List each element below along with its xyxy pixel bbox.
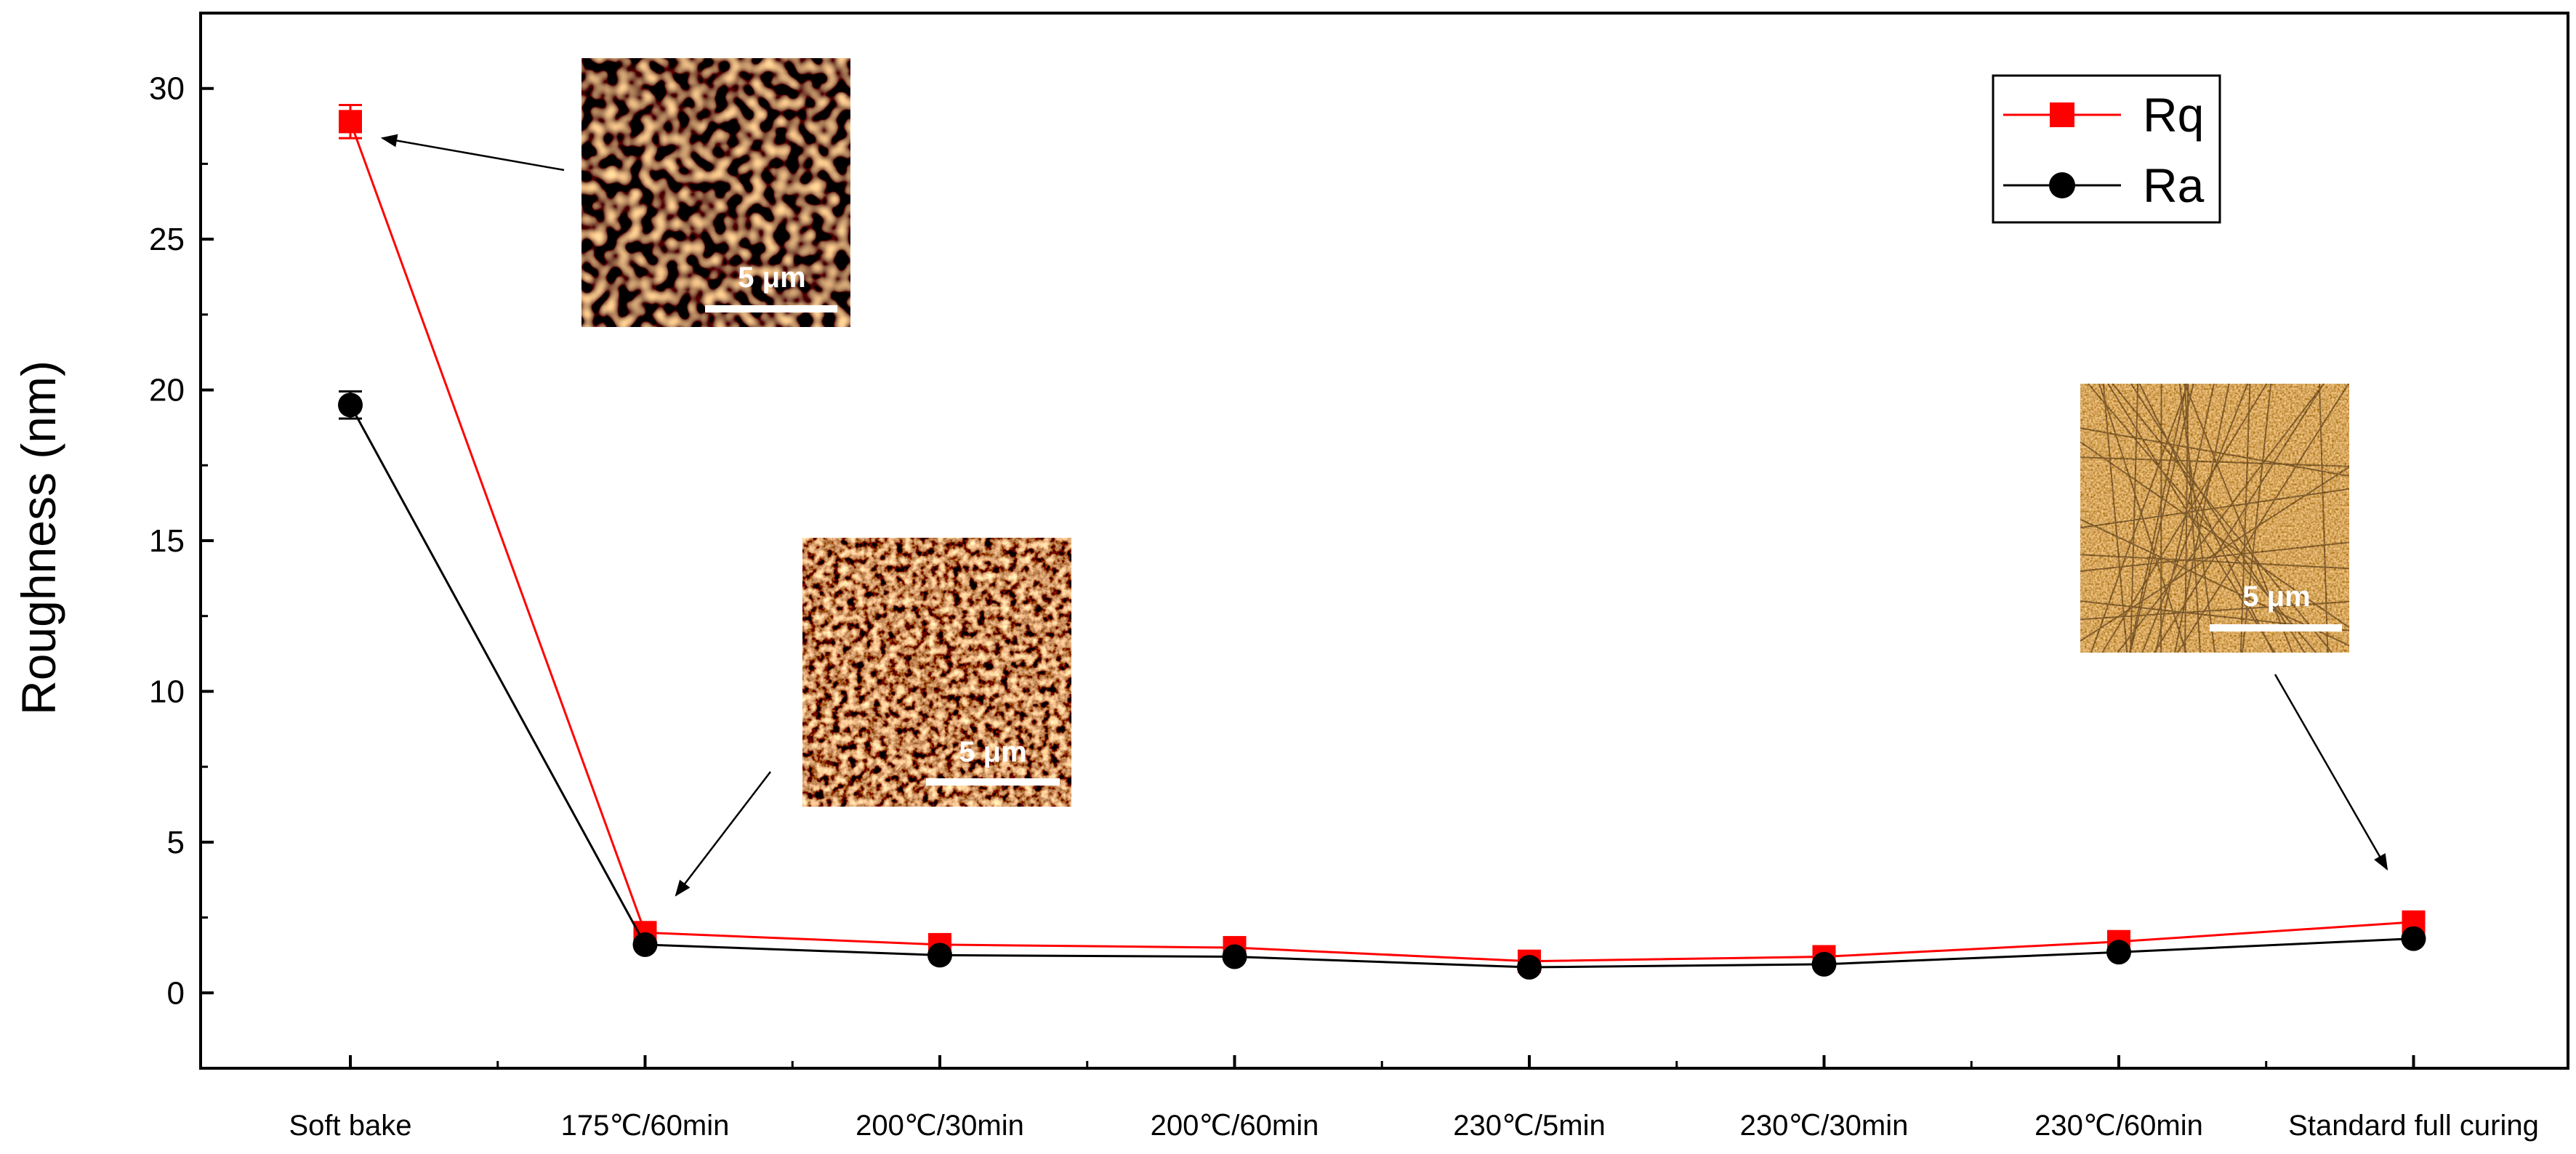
y-tick-label: 10 [149, 674, 185, 709]
afm-texture-line [2112, 383, 2333, 653]
afm-texture-line [2141, 383, 2249, 653]
y-tick-label: 25 [149, 222, 185, 257]
afm-texture-line [2090, 383, 2189, 653]
afm-texture-line [2080, 600, 2350, 621]
y-tick-label: 0 [167, 975, 185, 1011]
y-axis-title: Roughness (nm) [12, 360, 65, 715]
series-layer [338, 104, 2426, 980]
scale-bar-label: 5 μm [738, 262, 805, 294]
inset-afm-175-60: 5 μm [802, 538, 1071, 807]
x-tick-label: Standard full curing [2288, 1110, 2539, 1142]
inset-afm-soft-bake: 5 μm [581, 58, 850, 327]
afm-texture-line [2080, 554, 2350, 570]
data-point-ra [927, 943, 952, 968]
afm-texture-line [2174, 383, 2230, 653]
data-point-ra [632, 932, 658, 957]
afm-texture-line [2117, 383, 2325, 653]
inset-afm-standard-full-curing: 5 μm [2080, 383, 2350, 653]
afm-texture-line [2080, 456, 2350, 467]
arrow-175-60 [675, 771, 771, 897]
series-ra [338, 390, 2426, 980]
afm-texture-line [2177, 383, 2349, 653]
legend-item-rq: Rq [2003, 88, 2204, 142]
afm-texture-line [2101, 383, 2268, 653]
afm-texture-line [2130, 383, 2306, 653]
afm-texture-line [2183, 383, 2293, 653]
series-line-rq [349, 121, 2414, 963]
y-axis: 0 5 10 15 20 25 30 [149, 71, 214, 1011]
data-point-ra [2106, 940, 2131, 965]
y-tick-label: 15 [149, 523, 185, 559]
legend-rq-marker [2050, 102, 2074, 127]
x-tick-label: 200℃/30min [856, 1110, 1024, 1142]
y-tick-label: 20 [149, 373, 185, 408]
x-axis: Soft bake 175℃/60min 200℃/30min 200℃/60min 2… [289, 1055, 2539, 1142]
x-tick-label: 230℃/60min [2034, 1110, 2203, 1142]
x-tick-label: Soft bake [289, 1110, 411, 1142]
afm-texture-line [2080, 427, 2350, 477]
afm-texture-line [2080, 441, 2350, 629]
legend-ra-label: Ra [2143, 158, 2205, 212]
afm-texture-line [2080, 488, 2350, 529]
afm-texture-line [2080, 541, 2350, 573]
afm-texture-line [2102, 383, 2128, 653]
data-point-ra [2401, 926, 2426, 951]
legend-ra-marker [2049, 172, 2075, 198]
legend: Rq Ra [1992, 74, 2221, 224]
arrow-soft-bake [380, 134, 565, 172]
legend-item-ra: Ra [2003, 158, 2205, 212]
legend-rq-label: Rq [2143, 88, 2204, 142]
scale-bar-label: 5 μm [959, 736, 1026, 768]
data-point-ra [1517, 955, 1542, 980]
series-line-ra [349, 404, 2414, 969]
x-tick-label: 175℃/60min [561, 1110, 730, 1142]
afm-texture-line [2184, 383, 2189, 653]
afm-texture-line [2239, 383, 2251, 653]
data-point-ra [1222, 944, 1247, 969]
data-point-ra [1811, 951, 1837, 977]
afm-texture-line [2178, 383, 2216, 653]
legend-box [1992, 74, 2221, 224]
data-point-rq [339, 110, 362, 134]
x-tick-label: 230℃/5min [1453, 1110, 1605, 1142]
y-tick-label: 5 [167, 825, 185, 860]
arrow-standard-full-curing [2274, 674, 2388, 871]
y-tick-label: 30 [149, 71, 185, 107]
x-tick-label: 230℃/30min [1740, 1110, 1909, 1142]
data-point-ra [338, 392, 363, 418]
x-tick-label: 200℃/60min [1151, 1110, 1319, 1142]
scale-bar-label: 5 μm [2242, 581, 2310, 613]
